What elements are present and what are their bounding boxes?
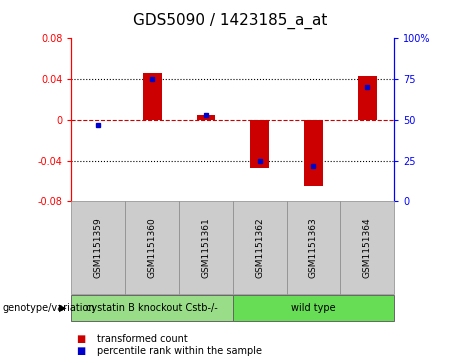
Bar (304, 120, 323, 186)
Bar (250, 120, 269, 168)
Text: transformed count: transformed count (97, 334, 188, 344)
Text: ▶: ▶ (59, 303, 67, 313)
Text: GDS5090 / 1423185_a_at: GDS5090 / 1423185_a_at (133, 13, 328, 29)
Text: GSM1151361: GSM1151361 (201, 217, 210, 278)
Text: GSM1151359: GSM1151359 (94, 217, 103, 278)
Text: ■: ■ (76, 346, 85, 356)
Text: GSM1151364: GSM1151364 (363, 217, 372, 278)
Text: GSM1151360: GSM1151360 (148, 217, 157, 278)
Text: wild type: wild type (291, 303, 336, 313)
Bar (143, 73, 161, 120)
Text: GSM1151362: GSM1151362 (255, 217, 264, 278)
Text: cystatin B knockout Cstb-/-: cystatin B knockout Cstb-/- (86, 303, 218, 313)
Text: GSM1151363: GSM1151363 (309, 217, 318, 278)
Bar (196, 115, 215, 120)
Text: percentile rank within the sample: percentile rank within the sample (97, 346, 262, 356)
Bar (358, 76, 377, 120)
Text: genotype/variation: genotype/variation (2, 303, 95, 313)
Text: ■: ■ (76, 334, 85, 344)
